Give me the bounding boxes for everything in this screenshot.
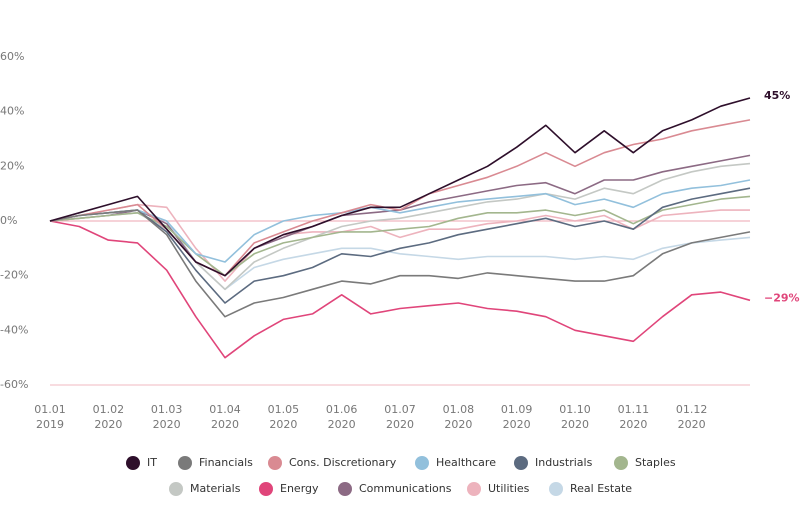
x-tick-label: 2020 bbox=[386, 418, 414, 431]
series-line bbox=[49, 187, 751, 304]
x-tick-label: 01.09 bbox=[501, 403, 533, 416]
end-label: −29% bbox=[764, 291, 800, 304]
series-line bbox=[49, 209, 751, 318]
x-tick-label: 01.10 bbox=[559, 403, 591, 416]
y-tick-label: -20% bbox=[0, 269, 28, 282]
series-line bbox=[49, 162, 751, 291]
series-line bbox=[49, 195, 751, 277]
legend-swatch bbox=[338, 482, 352, 496]
x-tick-label: 01.05 bbox=[268, 403, 300, 416]
legend-label: Utilities bbox=[488, 482, 530, 495]
legend-swatch bbox=[259, 482, 273, 496]
legend-swatch bbox=[178, 456, 192, 470]
legend-swatch bbox=[614, 456, 628, 470]
x-tick-label: 01.04 bbox=[209, 403, 241, 416]
y-tick-label: 0% bbox=[0, 214, 17, 227]
legend-swatch bbox=[549, 482, 563, 496]
x-tick-label: 2020 bbox=[153, 418, 181, 431]
legend-label: IT bbox=[147, 456, 157, 469]
x-tick-label: 2020 bbox=[503, 418, 531, 431]
x-tick-label: 01.12 bbox=[676, 403, 708, 416]
legend-swatch bbox=[126, 456, 140, 470]
legend-swatch bbox=[514, 456, 528, 470]
legend-label: Energy bbox=[280, 482, 319, 495]
legend-swatch bbox=[415, 456, 429, 470]
x-tick-label: 2020 bbox=[328, 418, 356, 431]
x-tick-label: 01.07 bbox=[384, 403, 416, 416]
x-tick-label: 01.02 bbox=[93, 403, 125, 416]
x-tick-label: 2020 bbox=[211, 418, 239, 431]
y-tick-label: 60% bbox=[0, 50, 24, 63]
legend-label: Staples bbox=[635, 456, 676, 469]
x-tick-label: 2020 bbox=[561, 418, 589, 431]
series-line bbox=[49, 97, 751, 277]
x-tick-label: 2019 bbox=[36, 418, 64, 431]
legend-swatch bbox=[268, 456, 282, 470]
legend-label: Cons. Discretionary bbox=[289, 456, 397, 469]
legend-label: Real Estate bbox=[570, 482, 632, 495]
y-tick-label: -40% bbox=[0, 323, 28, 336]
series-line bbox=[49, 179, 751, 263]
x-tick-label: 01.11 bbox=[618, 403, 650, 416]
x-tick-label: 2020 bbox=[678, 418, 706, 431]
legend-label: Financials bbox=[199, 456, 253, 469]
x-tick-label: 01.06 bbox=[326, 403, 358, 416]
x-tick-label: 2020 bbox=[94, 418, 122, 431]
x-tick-label: 01.08 bbox=[443, 403, 475, 416]
series-line bbox=[49, 220, 751, 359]
x-tick-label: 01.01 bbox=[34, 403, 66, 416]
x-tick-label: 01.03 bbox=[151, 403, 183, 416]
x-tick-label: 2020 bbox=[269, 418, 297, 431]
legend-swatch bbox=[169, 482, 183, 496]
y-tick-label: 40% bbox=[0, 105, 24, 118]
legend-label: Materials bbox=[190, 482, 241, 495]
legend-label: Communications bbox=[359, 482, 452, 495]
x-tick-label: 2020 bbox=[619, 418, 647, 431]
y-tick-label: 20% bbox=[0, 159, 24, 172]
legend-label: Industrials bbox=[535, 456, 593, 469]
y-tick-label: -60% bbox=[0, 378, 28, 391]
legend-label: Healthcare bbox=[436, 456, 496, 469]
end-label: 45% bbox=[764, 89, 790, 102]
x-tick-label: 2020 bbox=[444, 418, 472, 431]
legend-swatch bbox=[467, 482, 481, 496]
